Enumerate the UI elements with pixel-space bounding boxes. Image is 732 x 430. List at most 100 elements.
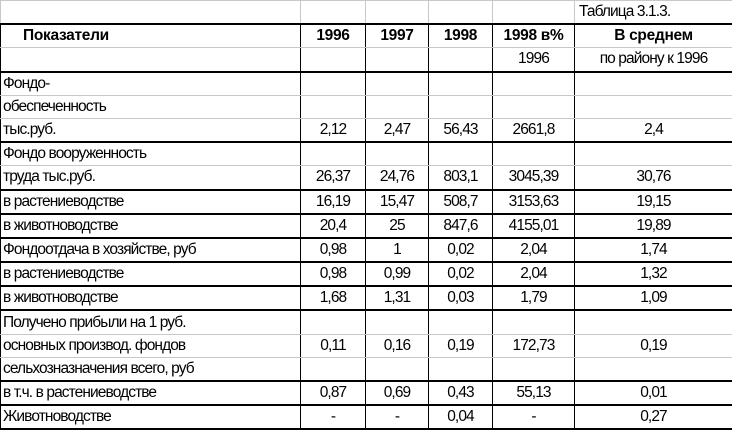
row-value: 0,01	[575, 381, 732, 405]
header-row-2: 1996 по району к 1996	[1, 48, 732, 72]
header-indicator: Показатели	[1, 24, 301, 48]
row-value: 20,4	[301, 214, 366, 238]
row-value: 0,69	[366, 381, 429, 405]
row-value: 0,43	[429, 381, 493, 405]
row-label: Животноводстве	[1, 405, 301, 429]
row-value: 1,74	[575, 238, 732, 262]
table-row: Животноводстве--0,04-0,27	[1, 405, 732, 429]
row-value: 3153,63	[493, 190, 575, 214]
row-value: 1,09	[575, 286, 732, 310]
row-label: Фондоотдача в хозяйстве, руб	[1, 238, 301, 262]
row-label: труда тыс.руб.	[1, 166, 301, 190]
row-value: 0,27	[575, 405, 732, 429]
row-value: 0,02	[429, 238, 493, 262]
row-label: в животноводстве	[1, 214, 301, 238]
row-value: 172,73	[493, 334, 575, 357]
row-value: 508,7	[429, 190, 493, 214]
row-value	[301, 310, 366, 334]
row-value: 0,87	[301, 381, 366, 405]
row-value: -	[493, 405, 575, 429]
row-value: 2,04	[493, 262, 575, 286]
header-avg-2: по району к 1996	[575, 48, 732, 72]
row-value	[493, 95, 575, 118]
table-row: сельхозназначения всего, руб	[1, 357, 732, 381]
caption-row: Таблица 3.1.3.	[1, 1, 732, 25]
row-value: 1,32	[575, 262, 732, 286]
row-value	[493, 357, 575, 381]
row-value	[575, 357, 732, 381]
row-label: Фондо вооруженность	[1, 142, 301, 166]
row-value: 16,19	[301, 190, 366, 214]
row-value	[493, 72, 575, 96]
row-label: в растениеводстве	[1, 190, 301, 214]
row-value: 0,16	[366, 334, 429, 357]
header-pct-2: 1996	[493, 48, 575, 72]
row-value: 0,04	[429, 405, 493, 429]
row-value: 3045,39	[493, 166, 575, 190]
row-value: 24,76	[366, 166, 429, 190]
row-value	[366, 357, 429, 381]
row-value	[575, 142, 732, 166]
header-1998: 1998	[429, 24, 493, 48]
row-value: 803,1	[429, 166, 493, 190]
header-avg: В среднем	[575, 24, 732, 48]
row-value	[493, 142, 575, 166]
row-label: обеспеченность	[1, 95, 301, 118]
row-value: 25	[366, 214, 429, 238]
row-value	[429, 142, 493, 166]
row-value: -	[366, 405, 429, 429]
row-value: 0,98	[301, 262, 366, 286]
row-value: 0,19	[429, 334, 493, 357]
row-value	[575, 310, 732, 334]
row-value: 2,47	[366, 118, 429, 142]
row-label: тыс.руб.	[1, 118, 301, 142]
header-1997: 1997	[366, 24, 429, 48]
row-value: 2,4	[575, 118, 732, 142]
row-value: 0,11	[301, 334, 366, 357]
row-value: 0,98	[301, 238, 366, 262]
row-value: 56,43	[429, 118, 493, 142]
table-caption: Таблица 3.1.3.	[575, 1, 732, 25]
row-value: 1	[366, 238, 429, 262]
row-label: в животноводстве	[1, 286, 301, 310]
row-value	[301, 72, 366, 96]
row-value	[301, 357, 366, 381]
row-value: 1,79	[493, 286, 575, 310]
row-value: 0,03	[429, 286, 493, 310]
row-value	[301, 95, 366, 118]
header-1996: 1996	[301, 24, 366, 48]
row-value	[301, 142, 366, 166]
row-label: в т.ч. в растениеводстве	[1, 381, 301, 405]
row-value	[429, 357, 493, 381]
row-value: 847,6	[429, 214, 493, 238]
row-value	[429, 310, 493, 334]
row-value: 2,04	[493, 238, 575, 262]
row-value: 0,02	[429, 262, 493, 286]
row-value: 2,12	[301, 118, 366, 142]
row-label: в растениеводстве	[1, 262, 301, 286]
table-row: Фондо вооруженность	[1, 142, 732, 166]
row-value	[429, 95, 493, 118]
row-value	[366, 72, 429, 96]
row-value: -	[301, 405, 366, 429]
row-value	[575, 72, 732, 96]
row-value	[493, 310, 575, 334]
table-row: обеспеченность	[1, 95, 732, 118]
row-value: 1,68	[301, 286, 366, 310]
table-row: Фондо-	[1, 72, 732, 96]
row-label: Фондо-	[1, 72, 301, 96]
header-row: Показатели 1996 1997 1998 1998 в% В сред…	[1, 24, 732, 48]
row-value: 2661,8	[493, 118, 575, 142]
row-value	[366, 310, 429, 334]
row-label: Получено прибыли на 1 руб.	[1, 310, 301, 334]
row-value: 55,13	[493, 381, 575, 405]
row-label: сельхозназначения всего, руб	[1, 357, 301, 381]
